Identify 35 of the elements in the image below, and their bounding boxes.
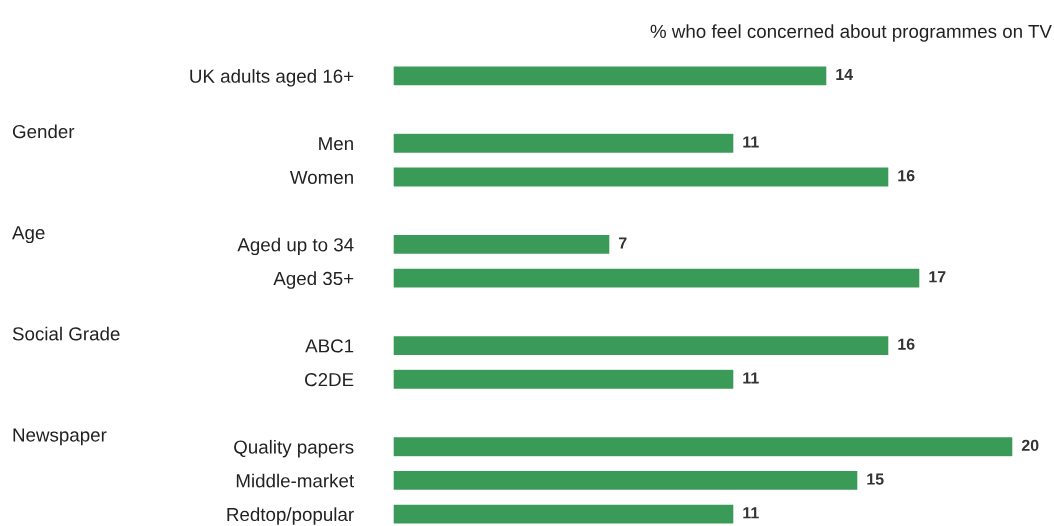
bar	[393, 65, 828, 87]
y-tick-label: Men	[319, 137, 353, 151]
bar	[393, 334, 890, 357]
text: Age	[12, 226, 45, 244]
y-tick-label: ABC1	[305, 339, 354, 353]
data-label: 16	[898, 169, 915, 182]
data-label: 11	[743, 507, 759, 519]
text: Gender	[12, 124, 75, 139]
y-tick-label: UK adults aged 16+	[190, 69, 354, 87]
text: Newspaper	[13, 428, 107, 446]
y-tick-label: Aged 35+	[273, 271, 354, 289]
bar	[393, 503, 735, 525]
data-label: 17	[929, 271, 946, 283]
data-label: 16	[898, 338, 915, 350]
bar	[393, 233, 611, 256]
bar	[393, 132, 735, 155]
y-tick-label: C2DE	[305, 372, 354, 387]
data-label: 15	[867, 473, 884, 485]
bar	[393, 469, 859, 492]
bar	[393, 368, 735, 391]
data-label: 20	[1021, 439, 1039, 451]
y-tick-label: Middle-market	[236, 473, 354, 488]
bar	[393, 267, 921, 289]
y-tick-label: Aged up to 34	[237, 237, 354, 256]
y-tick-label: Quality papers	[234, 439, 354, 458]
data-label: 7	[619, 237, 627, 249]
data-label: 11	[743, 136, 759, 148]
bar	[393, 435, 1013, 458]
bar	[393, 166, 890, 188]
chart-title: % who feel concerned about programmes on TV	[650, 24, 1052, 42]
data-label: 14	[836, 69, 854, 80]
y-tick-label: Redtop/popular	[227, 507, 354, 525]
text: Social Grade	[12, 326, 120, 341]
data-label: 11	[743, 372, 759, 384]
y-tick-label: Women	[289, 170, 353, 184]
